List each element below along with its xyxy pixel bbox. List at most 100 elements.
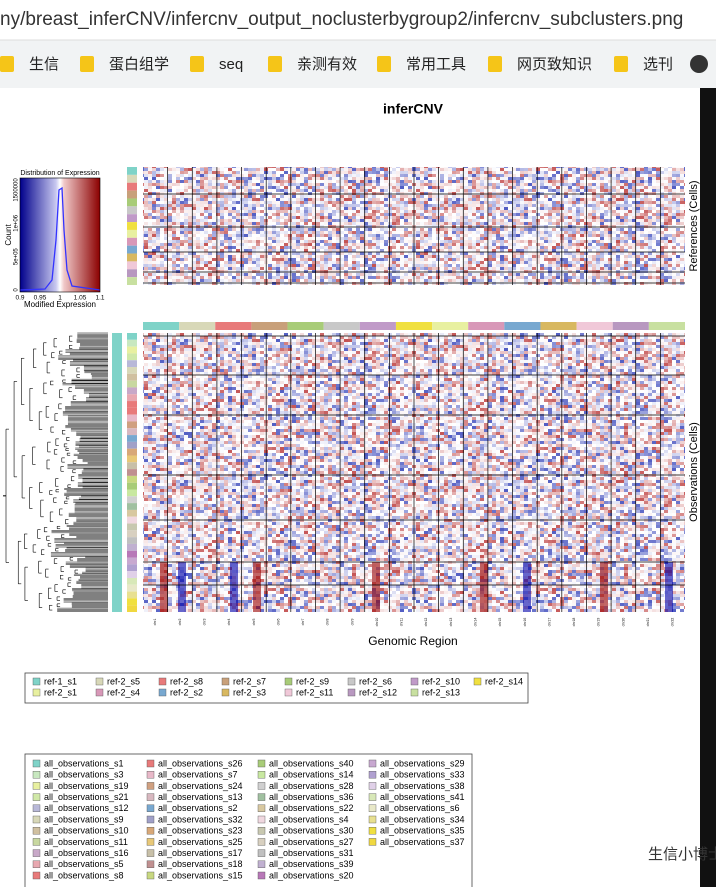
- bookmark[interactable]: 蛋白组学: [109, 56, 169, 73]
- bookmark[interactable]: 常用工具: [406, 56, 466, 73]
- legend-label: all_observations_s41: [380, 792, 465, 802]
- legend-swatch: [368, 759, 377, 768]
- annotation-strip: [576, 322, 613, 330]
- legend-label: ref-2_s13: [422, 687, 460, 697]
- annotation-strip: [127, 360, 137, 368]
- hist-y-tick: 5e+05: [14, 248, 20, 266]
- legend-swatch: [32, 827, 41, 835]
- legend-swatch: [95, 677, 104, 686]
- legend-label: ref-2_s2: [170, 687, 203, 697]
- annotation-strip: [127, 537, 137, 544]
- legend-swatch: [32, 804, 41, 812]
- legend-label: all_observations_s28: [269, 781, 354, 791]
- folder-icon[interactable]: [377, 56, 391, 72]
- histogram-xlabel: Modified Expression: [24, 300, 96, 309]
- annotation-strip: [127, 421, 137, 429]
- chr-label: chr1: [153, 619, 157, 626]
- histogram-bg: [20, 178, 100, 292]
- legend-swatch: [257, 782, 266, 790]
- legend-label: ref-1_s1: [44, 676, 77, 686]
- legend-swatch: [257, 827, 266, 835]
- folder-icon[interactable]: [614, 56, 628, 72]
- annotation-strip: [127, 496, 137, 504]
- legend-swatch: [257, 771, 266, 779]
- legend-swatch: [32, 793, 41, 801]
- annotation-strip: [127, 605, 137, 612]
- legend-swatch: [158, 677, 167, 686]
- legend-label: all_observations_s7: [158, 770, 238, 780]
- hist-x-tick: 1: [58, 295, 62, 302]
- legend-swatch: [32, 677, 41, 686]
- bookmark[interactable]: 亲测有效: [297, 56, 357, 73]
- chr-label: chr11: [400, 618, 404, 627]
- annotation-strip: [127, 380, 137, 388]
- legend-swatch: [221, 688, 230, 697]
- histogram-title: Distribution of Expression: [20, 170, 99, 177]
- annotation-strip: [127, 229, 137, 238]
- annotation-strip: [127, 571, 137, 578]
- annotation-strip: [127, 435, 137, 442]
- annotation-strip: [127, 462, 137, 470]
- legend-label: all_observations_s1: [44, 758, 124, 768]
- annotation-strip: [127, 401, 137, 408]
- url-bar[interactable]: [0, 0, 716, 40]
- legend-swatch: [257, 838, 266, 846]
- hist-x-tick: 1.05: [74, 295, 87, 302]
- legend-label: ref-2_s10: [422, 676, 460, 686]
- hist-y-tick: 1500000: [14, 178, 20, 202]
- legend-swatch: [146, 827, 155, 835]
- folder-icon[interactable]: [0, 56, 14, 72]
- hist-y-tick: 0: [14, 288, 20, 292]
- chr-label: chr19: [597, 618, 601, 627]
- annotation-strip: [127, 543, 137, 551]
- legend-swatch: [368, 804, 377, 812]
- globe-icon[interactable]: [690, 55, 708, 73]
- annotation-strip: [127, 516, 137, 524]
- annotation-strip: [612, 322, 649, 330]
- legend-label: all_observations_s25: [158, 837, 243, 847]
- legend-label: all_observations_s17: [158, 848, 243, 858]
- legend-label: all_observations_s13: [158, 792, 243, 802]
- annotation-strip: [179, 322, 216, 330]
- annotation-strip: [127, 353, 137, 361]
- chr-label: chr12: [424, 618, 428, 627]
- legend-swatch: [347, 688, 356, 697]
- legend-label: all_observations_s23: [158, 826, 243, 836]
- folder-icon[interactable]: [80, 56, 94, 72]
- annotation-strip: [127, 269, 137, 278]
- legend-label: all_observations_s9: [44, 814, 124, 824]
- legend-swatch: [32, 838, 41, 846]
- hist-x-tick: 1.1: [95, 295, 104, 302]
- legend-swatch: [347, 677, 356, 686]
- chr-label: chr3: [203, 619, 207, 626]
- annotation-strip: [127, 339, 137, 347]
- annotation-strip: [432, 322, 469, 330]
- folder-icon[interactable]: [488, 56, 502, 72]
- bookmark[interactable]: 生信: [29, 56, 59, 73]
- chr-label: chr20: [621, 618, 625, 627]
- bookmark[interactable]: seq: [219, 56, 243, 73]
- bookmark[interactable]: 选刊: [643, 56, 673, 73]
- legend-label: all_observations_s37: [380, 837, 465, 847]
- legend-swatch: [32, 771, 41, 779]
- legend-swatch: [257, 815, 266, 824]
- legend-label: all_observations_s18: [158, 859, 243, 869]
- legend-label: ref-2_s1: [44, 687, 77, 697]
- chr-label: chr4: [227, 619, 231, 626]
- legend-swatch: [146, 838, 155, 846]
- annotation-strip: [127, 441, 137, 449]
- annotation-strip: [127, 394, 137, 402]
- ref-label: References (Cells): [688, 180, 700, 271]
- scrollbar[interactable]: [700, 88, 716, 887]
- folder-icon[interactable]: [268, 56, 282, 72]
- legend-swatch: [257, 793, 266, 801]
- folder-icon[interactable]: [190, 56, 204, 72]
- bookmark[interactable]: 网页致知识: [517, 56, 592, 73]
- annotation-strip: [323, 322, 360, 330]
- legend-swatch: [368, 793, 377, 801]
- annotation-strip: [127, 346, 137, 354]
- annotation-strip: [127, 182, 137, 191]
- cnv-band: [230, 562, 238, 612]
- legend-swatch: [158, 688, 167, 697]
- annotation-strip: [127, 206, 137, 215]
